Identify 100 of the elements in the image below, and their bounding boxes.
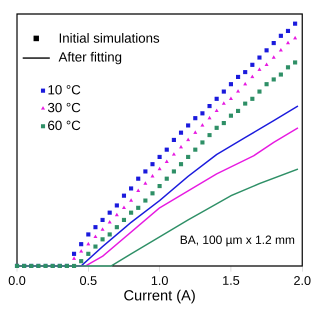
point	[86, 232, 90, 237]
point	[272, 40, 276, 46]
point	[272, 56, 276, 59]
point	[164, 160, 169, 163]
x-tick-label: 1.5	[223, 276, 240, 285]
point	[136, 188, 140, 192]
point	[150, 162, 155, 166]
point	[193, 130, 198, 134]
point	[164, 148, 169, 152]
point	[100, 228, 104, 231]
point	[250, 74, 254, 78]
point	[264, 48, 269, 52]
point	[72, 256, 76, 260]
annotation: Initial simulations	[60, 33, 160, 43]
point	[79, 259, 84, 264]
point	[100, 218, 105, 222]
point	[200, 123, 204, 127]
point	[222, 89, 226, 94]
legend-label: 30 °C	[48, 102, 80, 112]
point	[114, 203, 119, 208]
point	[193, 148, 198, 152]
point	[108, 210, 112, 215]
point	[72, 252, 76, 256]
point	[286, 40, 290, 44]
point	[257, 89, 262, 94]
point	[264, 62, 268, 66]
point	[94, 234, 98, 238]
point	[293, 36, 297, 40]
x-tick-label: 0.5	[80, 276, 97, 286]
point	[108, 232, 112, 237]
point	[122, 194, 126, 198]
point	[258, 68, 262, 71]
point	[122, 218, 126, 222]
point	[293, 22, 298, 26]
point	[172, 138, 176, 142]
point	[172, 152, 176, 156]
point	[150, 174, 154, 178]
point	[222, 102, 226, 105]
point	[158, 154, 162, 159]
point	[228, 114, 233, 118]
annotation: BA, 100 µm x 1.2 mm	[180, 236, 294, 246]
point	[250, 62, 254, 67]
point	[207, 104, 212, 108]
point	[186, 138, 190, 142]
point	[208, 116, 212, 120]
point	[243, 102, 248, 106]
legend-label: 60 °C	[48, 120, 80, 130]
point	[79, 242, 84, 246]
point	[193, 116, 198, 120]
point	[129, 186, 134, 190]
point	[236, 89, 240, 93]
legend-label: 10 °C	[48, 85, 80, 94]
point	[186, 154, 190, 159]
point	[214, 126, 219, 130]
point	[214, 108, 218, 112]
point	[286, 28, 290, 33]
point	[129, 210, 134, 215]
point	[178, 162, 184, 166]
point	[108, 220, 112, 224]
point	[129, 198, 133, 202]
point	[228, 82, 233, 86]
point	[93, 244, 98, 249]
point	[164, 176, 169, 181]
point	[186, 123, 190, 128]
point	[136, 176, 140, 181]
point	[158, 184, 162, 188]
point	[122, 206, 126, 209]
point	[243, 82, 248, 86]
point	[150, 191, 155, 196]
point	[236, 74, 240, 80]
point	[257, 56, 262, 60]
point	[278, 72, 283, 77]
point	[72, 264, 76, 268]
x-tick-label: 1.0	[152, 276, 168, 286]
point	[79, 249, 83, 253]
point	[207, 133, 212, 138]
point	[250, 96, 254, 101]
point	[278, 34, 283, 38]
point	[293, 60, 298, 64]
point	[236, 108, 240, 113]
point	[158, 166, 162, 170]
x-tick-label: 2.0	[294, 276, 311, 286]
point	[178, 130, 184, 135]
point	[179, 145, 183, 148]
point	[114, 225, 119, 230]
point	[93, 225, 98, 230]
x-tick-label: 0.0	[8, 276, 26, 286]
annotation: After fitting	[58, 52, 122, 64]
x-axis-title: Current (A)	[124, 290, 195, 304]
point	[243, 70, 248, 74]
point	[214, 96, 219, 101]
point	[229, 96, 233, 100]
point	[264, 82, 269, 86]
point	[272, 77, 276, 82]
point	[200, 111, 204, 116]
point	[100, 237, 105, 242]
point	[143, 169, 148, 174]
point	[286, 65, 290, 70]
point	[86, 242, 90, 246]
point	[136, 206, 140, 210]
